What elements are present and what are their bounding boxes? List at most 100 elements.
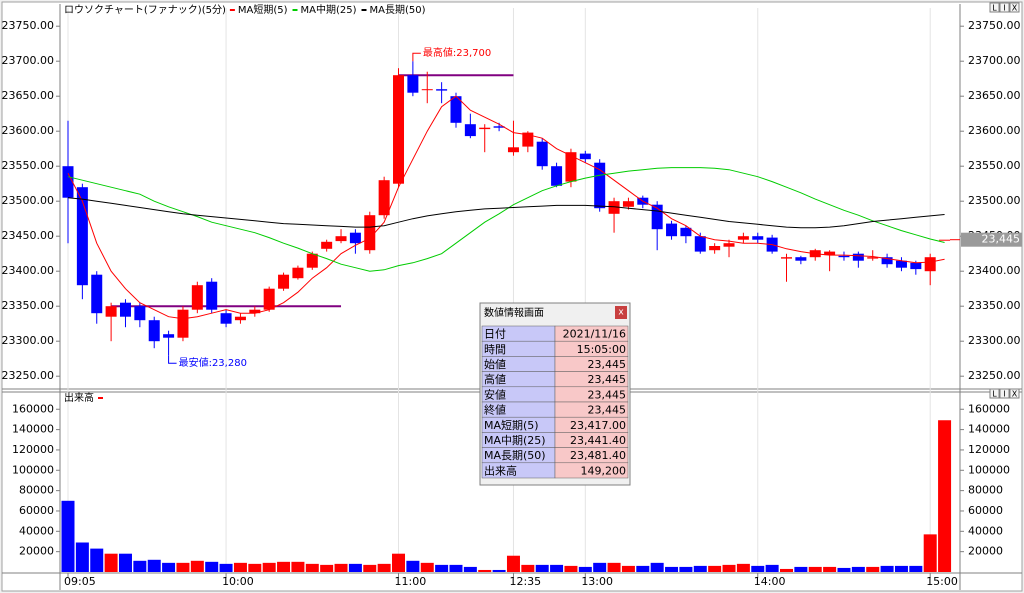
info-value: 23,445 xyxy=(588,404,627,417)
volume-bar xyxy=(535,564,549,572)
volume-bar xyxy=(406,560,420,572)
ma-line xyxy=(67,95,945,320)
volume-bar xyxy=(780,568,793,572)
panel-button-label[interactable]: I xyxy=(1003,390,1005,399)
volume-bar xyxy=(463,566,477,572)
ma-line xyxy=(67,167,945,272)
volume-bar xyxy=(550,564,564,572)
volume-bar xyxy=(593,562,607,572)
volume-bar xyxy=(392,553,406,572)
volume-bar xyxy=(478,569,492,572)
y-tick-label-right: 40000 xyxy=(968,524,1003,537)
candle-body xyxy=(464,124,476,137)
info-label: 終値 xyxy=(484,404,506,417)
y-tick-label: 60000 xyxy=(19,504,54,517)
panel-button-label[interactable]: X xyxy=(1012,4,1018,13)
y-tick-label-right: 23300.00 xyxy=(968,334,1021,347)
candle-body xyxy=(335,236,347,242)
y-tick-label-right: 23500.00 xyxy=(968,194,1021,207)
legend-label: MA短期(5) xyxy=(238,3,288,16)
info-value: 23,441.40 xyxy=(570,434,626,447)
volume-bar xyxy=(851,566,865,572)
candle-body xyxy=(148,320,160,342)
volume-bar xyxy=(866,566,880,572)
candle-body xyxy=(680,227,692,237)
panel-button-label[interactable]: L xyxy=(992,4,997,13)
y-tick-label: 20000 xyxy=(19,545,54,558)
x-tick-label: 13:00 xyxy=(581,575,613,588)
candle-body xyxy=(867,257,879,259)
info-value: 23,445 xyxy=(588,373,627,386)
volume-bar xyxy=(506,555,520,572)
annotation-arrow xyxy=(412,52,421,62)
info-value: 149,200 xyxy=(581,464,627,477)
last-price-label: 23,445 xyxy=(982,233,1021,246)
y-tick-label-right: 100000 xyxy=(968,463,1010,476)
x-tick-label: 15:00 xyxy=(926,575,958,588)
panel-button[interactable] xyxy=(1009,2,1020,13)
candle-body xyxy=(536,141,548,167)
panel-button[interactable] xyxy=(999,2,1010,13)
candle-body xyxy=(163,334,175,338)
volume-bar xyxy=(133,560,147,572)
volume-bar xyxy=(521,564,535,572)
candle-body xyxy=(407,75,419,93)
info-value: 23,445 xyxy=(588,358,627,371)
y-tick-label: 23250.00 xyxy=(2,369,55,382)
volume-bar xyxy=(938,420,952,572)
candle-body xyxy=(565,152,577,182)
y-tick-label-right: 23750.00 xyxy=(968,19,1021,32)
volume-bar xyxy=(909,565,923,572)
candle-body xyxy=(421,89,433,91)
panel-button[interactable] xyxy=(989,388,1000,399)
annotation-arrow xyxy=(168,355,177,364)
candle-body xyxy=(220,313,232,324)
volume-bar xyxy=(794,566,808,572)
y-tick-label: 23450.00 xyxy=(2,229,55,242)
panel-button[interactable] xyxy=(1009,388,1020,399)
volume-bar xyxy=(894,565,908,572)
candle-body xyxy=(694,236,706,252)
y-tick-label: 100000 xyxy=(12,463,54,476)
candle-body xyxy=(436,89,448,91)
panel-button-label[interactable]: I xyxy=(1003,4,1005,13)
candle-body xyxy=(594,162,606,209)
panel-button-label[interactable]: X xyxy=(1012,390,1018,399)
volume-bar xyxy=(75,542,89,572)
volume-bar xyxy=(765,564,779,572)
volume-bar xyxy=(837,567,851,572)
x-tick-label: 11:00 xyxy=(395,575,427,588)
candle-body xyxy=(507,147,519,153)
close-button[interactable] xyxy=(615,306,627,319)
y-tick-label: 23350.00 xyxy=(2,299,55,312)
volume-bar xyxy=(104,553,118,572)
panel-button[interactable] xyxy=(989,2,1000,13)
info-value: 23,445 xyxy=(588,388,627,401)
volume-bar xyxy=(708,565,722,572)
info-label: MA中期(25) xyxy=(484,434,546,447)
volume-bar xyxy=(305,563,319,572)
candle-body xyxy=(493,126,505,128)
y-tick-label: 23750.00 xyxy=(2,19,55,32)
info-value: 2021/11/16 xyxy=(563,328,626,341)
y-tick-label-right: 20000 xyxy=(968,545,1003,558)
candle-body xyxy=(76,187,88,286)
close-button-label[interactable]: x xyxy=(618,308,624,318)
candle-body xyxy=(249,309,261,314)
candle-body xyxy=(119,302,131,317)
volume-bar xyxy=(205,561,219,572)
x-tick-label: 09:05 xyxy=(64,575,96,588)
candle-body xyxy=(895,260,907,268)
y-tick-label: 23300.00 xyxy=(2,334,55,347)
y-tick-label-right: 160000 xyxy=(968,402,1010,415)
volume-bar xyxy=(880,565,894,572)
candle-body xyxy=(479,127,491,130)
x-tick-label: 10:00 xyxy=(222,575,254,588)
panel-button-label[interactable]: L xyxy=(992,390,997,399)
info-label: MA長期(50) xyxy=(484,449,546,462)
y-tick-label: 160000 xyxy=(12,402,54,415)
candle-body xyxy=(91,274,103,314)
volume-bar xyxy=(190,560,204,572)
panel-button[interactable] xyxy=(999,388,1010,399)
